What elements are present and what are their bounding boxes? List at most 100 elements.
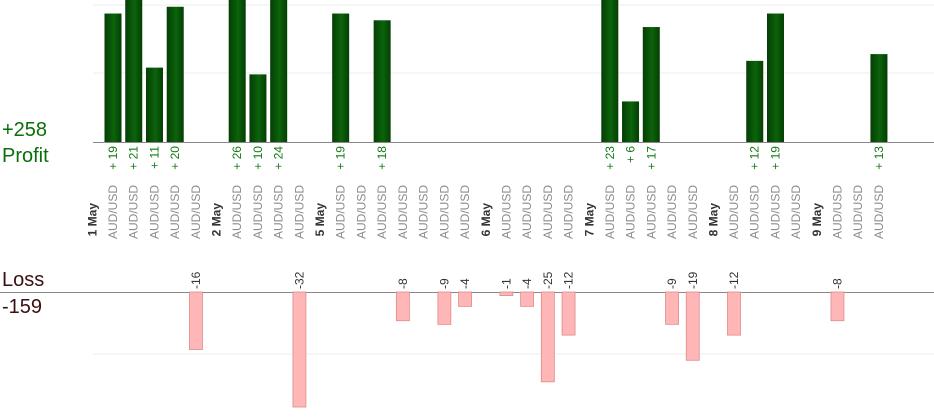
date-label: 9 May bbox=[810, 203, 824, 237]
date-label: 8 May bbox=[707, 203, 721, 237]
loss-bar bbox=[665, 291, 679, 325]
loss-value-label: -4 bbox=[458, 278, 472, 289]
loss-value-label: -4 bbox=[520, 278, 534, 289]
date-label: 7 May bbox=[582, 203, 596, 237]
category-label: AUD/USD bbox=[520, 185, 534, 239]
category-label: AUD/USD bbox=[789, 185, 803, 239]
loss-value-label: -16 bbox=[189, 271, 203, 289]
loss-value-label: -8 bbox=[396, 278, 410, 289]
profit-bar bbox=[228, 0, 246, 142]
category-label: AUD/USD bbox=[106, 185, 120, 239]
loss-value-label: -12 bbox=[562, 271, 576, 289]
loss-value-label: -9 bbox=[665, 278, 679, 289]
profit-bar bbox=[166, 6, 184, 143]
profit-value-label: + 21 bbox=[127, 146, 141, 170]
loss-bar bbox=[540, 291, 555, 383]
loss-value-label: -1 bbox=[499, 278, 513, 289]
profit-bar bbox=[870, 54, 888, 142]
category-label: AUD/USD bbox=[644, 185, 658, 239]
loss-bar bbox=[395, 291, 410, 322]
profit-value-label: + 12 bbox=[748, 146, 762, 170]
profit-value-label: + 26 bbox=[230, 146, 244, 170]
loss-bar bbox=[499, 291, 514, 296]
category-label: AUD/USD bbox=[375, 185, 389, 239]
loss-bar bbox=[189, 291, 203, 350]
category-label: AUD/USD bbox=[189, 185, 203, 239]
category-label: AUD/USD bbox=[147, 185, 161, 239]
profit-value-label: + 11 bbox=[147, 146, 161, 169]
profit-bar bbox=[622, 101, 640, 142]
profit-total: +258 bbox=[2, 119, 48, 141]
loss-value-label: -8 bbox=[830, 278, 844, 289]
profit-value-label: + 23 bbox=[603, 146, 617, 170]
loss-bar bbox=[458, 291, 473, 307]
profit-value-label: + 20 bbox=[168, 146, 182, 170]
loss-bar bbox=[830, 291, 845, 322]
category-label: AUD/USD bbox=[768, 185, 782, 239]
loss-bar bbox=[561, 291, 576, 336]
profit-value-label: + 19 bbox=[334, 146, 348, 170]
loss-value-label: -19 bbox=[686, 271, 700, 289]
loss-value-label: -12 bbox=[727, 271, 741, 289]
category-label: AUD/USD bbox=[230, 185, 244, 239]
category-label: AUD/USD bbox=[437, 185, 451, 239]
category-label: AUD/USD bbox=[292, 185, 306, 239]
category-label: AUD/USD bbox=[458, 185, 472, 239]
category-label: AUD/USD bbox=[603, 185, 617, 239]
profit-value-label: + 18 bbox=[375, 146, 389, 170]
profit-bar bbox=[249, 74, 267, 142]
loss-bar bbox=[520, 291, 534, 307]
category-label: AUD/USD bbox=[665, 185, 679, 239]
loss-value-label: -25 bbox=[541, 271, 555, 289]
category-label: AUD/USD bbox=[541, 185, 555, 239]
category-label: AUD/USD bbox=[851, 185, 865, 239]
loss-label: Loss bbox=[2, 269, 45, 291]
category-label: AUD/USD bbox=[499, 185, 513, 239]
profit-bar bbox=[145, 67, 163, 142]
profit-label: Profit bbox=[2, 145, 49, 167]
category-label: AUD/USD bbox=[396, 185, 410, 239]
profit-bar bbox=[104, 13, 122, 143]
profit-bar bbox=[746, 60, 764, 142]
profit-bar bbox=[125, 0, 143, 142]
category-label: AUD/USD bbox=[830, 185, 844, 239]
loss-value-label: -32 bbox=[292, 271, 306, 289]
loss-total: -159 bbox=[2, 296, 43, 318]
category-label: AUD/USD bbox=[748, 185, 762, 239]
category-label: AUD/USD bbox=[354, 185, 368, 239]
profit-value-label: + 24 bbox=[272, 146, 286, 170]
category-label: AUD/USD bbox=[127, 185, 141, 239]
profit-bar bbox=[332, 13, 350, 143]
loss-bar bbox=[685, 291, 700, 361]
profit-value-label: + 6 bbox=[624, 146, 638, 163]
profit-value-label: + 19 bbox=[106, 146, 120, 170]
category-label: AUD/USD bbox=[727, 185, 741, 239]
category-label: AUD/USD bbox=[624, 185, 638, 239]
date-label: 2 May bbox=[210, 203, 224, 237]
date-label: 6 May bbox=[479, 203, 493, 237]
loss-bar bbox=[437, 291, 452, 325]
loss-value-label: -9 bbox=[437, 278, 451, 289]
profit-bar bbox=[601, 0, 619, 142]
profit-value-label: + 13 bbox=[872, 146, 886, 170]
category-label: AUD/USD bbox=[562, 185, 576, 239]
loss-bar bbox=[292, 291, 307, 408]
category-label: AUD/USD bbox=[272, 185, 286, 239]
category-label: AUD/USD bbox=[251, 185, 265, 239]
profit-bar bbox=[373, 20, 391, 143]
date-label: 5 May bbox=[313, 203, 327, 237]
category-label: AUD/USD bbox=[872, 185, 886, 239]
profit-value-label: + 17 bbox=[644, 146, 658, 170]
loss-bar bbox=[727, 291, 741, 336]
profit-bar bbox=[766, 13, 784, 143]
profit-bar bbox=[642, 27, 660, 142]
category-label: AUD/USD bbox=[168, 185, 182, 239]
category-label: AUD/USD bbox=[686, 185, 700, 239]
category-label: AUD/USD bbox=[334, 185, 348, 239]
category-label: AUD/USD bbox=[417, 185, 431, 239]
profit-bar bbox=[270, 0, 288, 143]
profit-value-label: + 19 bbox=[768, 146, 782, 170]
date-label: 1 May bbox=[86, 203, 100, 237]
profit-value-label: + 10 bbox=[251, 146, 265, 170]
